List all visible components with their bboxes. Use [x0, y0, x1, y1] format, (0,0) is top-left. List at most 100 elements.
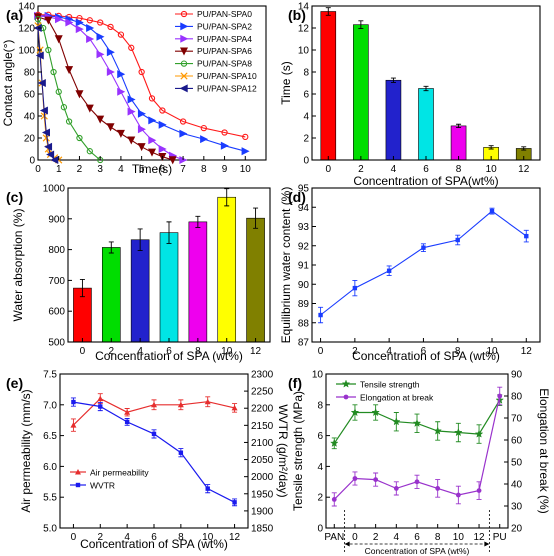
y-tick-label-right: 2050	[251, 455, 274, 466]
y-tick-label: 4	[317, 462, 323, 473]
series-line-pu/pan-spa8	[37, 18, 101, 161]
x-tick-label: 0	[80, 346, 86, 357]
data-point	[106, 67, 115, 77]
x-tick-label: 6	[414, 532, 420, 543]
x-tick-label: 9	[222, 164, 228, 175]
plot-frame	[59, 373, 249, 529]
y-tick-label-right: 2000	[251, 472, 274, 483]
error-bar	[79, 279, 85, 298]
data-point	[151, 431, 157, 437]
x-tick-label: 10	[486, 164, 498, 175]
data-point	[371, 407, 380, 417]
data-point	[44, 16, 53, 25]
data-point	[168, 156, 177, 165]
y-tick-label-right: 2250	[251, 387, 274, 398]
data-point	[54, 35, 63, 44]
y-axis-title: Water absorption (%)	[11, 209, 25, 322]
y-tick-label: 14	[298, 2, 310, 13]
bar-10	[217, 196, 237, 343]
data-point	[221, 129, 228, 136]
y-tick-label-right: 20	[511, 524, 523, 535]
data-point	[435, 486, 441, 491]
data-point	[97, 19, 104, 26]
data-point	[37, 78, 46, 88]
y-tick-label: 87	[298, 338, 310, 349]
data-point	[158, 144, 167, 154]
plot-frame	[311, 187, 541, 343]
data-point	[393, 486, 399, 491]
y-tick-label: 10	[298, 46, 310, 57]
data-point	[200, 124, 207, 132]
data-point	[205, 486, 210, 491]
bar-2	[353, 24, 369, 161]
x-axis-title: Concentration of SPA (wt%)	[80, 537, 228, 551]
legend-marker	[180, 34, 189, 43]
x-tick-label: 8	[195, 346, 201, 357]
legend-marker	[341, 379, 351, 388]
data-point	[138, 68, 145, 76]
y-tick-label: 100	[18, 46, 35, 57]
x-tick-label: 6	[423, 164, 429, 175]
data-point	[42, 134, 50, 142]
bar-0	[320, 11, 337, 161]
legend-entry: PU/PAN-SPA6	[197, 46, 252, 56]
x-tick-label: 12	[518, 164, 530, 175]
data-point	[220, 141, 229, 150]
error-bar	[521, 146, 527, 151]
data-point	[414, 479, 420, 485]
data-point	[331, 497, 337, 502]
panel-label: (e)	[6, 375, 23, 391]
legend-entry: PU/PAN-SPA12	[197, 83, 257, 93]
data-point	[117, 70, 126, 79]
x-axis-title: Concentration of SPA (wt%)	[95, 349, 243, 363]
x-tick-label: 4	[137, 346, 143, 357]
data-point	[242, 133, 249, 141]
y-tick-label: 7.5	[43, 370, 57, 381]
y-tick-label: 6.0	[43, 462, 57, 473]
data-point	[137, 143, 146, 152]
data-point	[455, 492, 461, 498]
legend-entry: WVTR	[90, 481, 115, 491]
error-bar	[166, 221, 172, 244]
error-bar	[423, 85, 429, 92]
data-point	[373, 477, 379, 482]
x-tick-label: 0	[35, 164, 41, 175]
legend-entry: Elongation at break	[360, 393, 434, 403]
y-tick-label: 10	[312, 370, 324, 381]
panel-label: (b)	[288, 7, 306, 23]
error-bar	[137, 228, 143, 251]
data-point	[75, 25, 84, 34]
y-tick-label-right: 90	[511, 370, 523, 381]
data-point	[86, 17, 93, 24]
legend-marker	[180, 22, 189, 31]
x-tick-label: 5	[139, 164, 145, 175]
data-point	[85, 104, 94, 113]
data-point	[124, 409, 131, 415]
x-tick-label: 4	[394, 532, 400, 543]
error-bar	[358, 20, 364, 29]
panel-c: 500 600 700 800 900 1000 0 2 4 6 8 10 12 Concentratio…	[6, 184, 271, 363]
data-point	[524, 233, 529, 239]
y-tick-label: 2	[303, 134, 309, 145]
x-tick-label: 0	[352, 532, 358, 543]
bar-8	[450, 125, 467, 161]
annotation-arrowhead-right	[484, 541, 490, 547]
y-axis-title: Contact angle(°)	[1, 40, 15, 127]
y-tick-label: 40	[24, 112, 36, 123]
bar-6	[418, 88, 434, 161]
data-point	[147, 148, 157, 157]
panel-label: (c)	[6, 189, 23, 205]
data-point	[45, 46, 52, 54]
data-point	[44, 142, 53, 151]
data-point	[148, 95, 156, 102]
y-tick-label: 6	[303, 90, 309, 101]
data-point	[179, 129, 188, 138]
y-tick-label: 2	[317, 493, 323, 504]
data-point	[137, 109, 146, 118]
x-tick-label: 10	[202, 532, 214, 543]
data-point	[127, 95, 136, 104]
data-point	[86, 148, 93, 155]
x-tick-label: 8	[456, 164, 462, 175]
data-point	[106, 123, 115, 132]
